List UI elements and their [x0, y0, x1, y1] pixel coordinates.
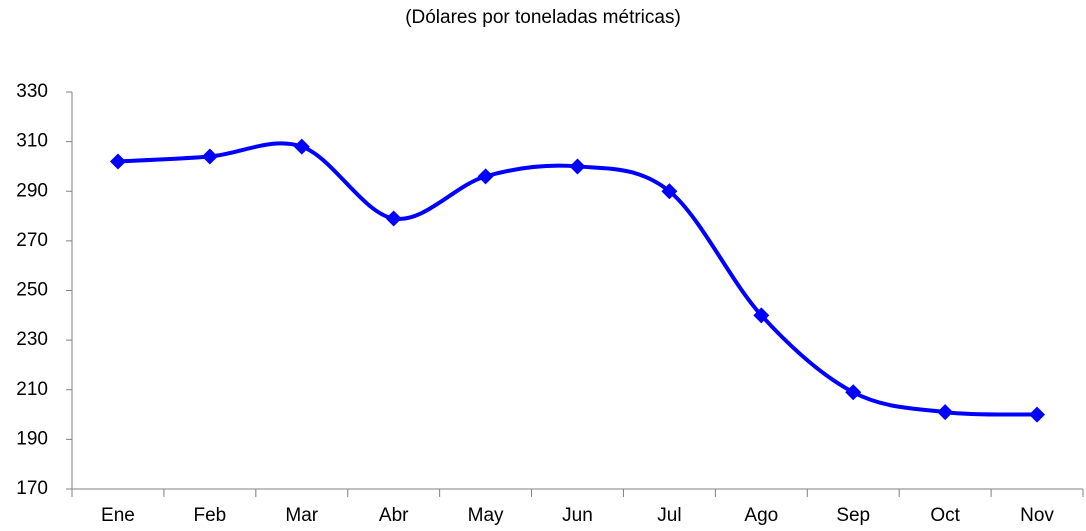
y-tick-label: 170	[16, 478, 48, 499]
x-tick-label: Ago	[744, 505, 778, 526]
y-tick-label: 310	[16, 131, 48, 152]
y-tick-label: 190	[16, 428, 48, 449]
x-tick-label: Jun	[562, 505, 593, 526]
x-tick-label: Mar	[285, 505, 318, 526]
marker	[109, 153, 126, 170]
x-tick-label: May	[468, 505, 504, 526]
x-tick-label: Abr	[379, 505, 409, 526]
x-tick-label: Nov	[1020, 505, 1054, 526]
x-tick-label: Jul	[657, 505, 681, 526]
chart-subtitle: (Dólares por toneladas métricas)	[405, 7, 681, 28]
y-tick-label: 210	[16, 379, 48, 400]
line	[117, 141, 1038, 417]
marker	[937, 404, 954, 421]
marker	[753, 307, 770, 324]
marker	[1029, 406, 1046, 423]
y-tick-label: 250	[16, 280, 48, 301]
x-tick-label: Oct	[930, 505, 960, 526]
marker	[293, 138, 310, 155]
marker	[661, 183, 678, 200]
marker	[201, 148, 218, 165]
x-tick-label: Sep	[836, 505, 870, 526]
marker	[569, 158, 586, 175]
y-tick-label: 230	[16, 329, 48, 350]
y-tick-label: 270	[16, 230, 48, 251]
y-tick-label: 330	[16, 81, 48, 102]
marker	[477, 168, 494, 185]
x-tick-label: Feb	[193, 505, 226, 526]
x-tick-label: Ene	[101, 505, 135, 526]
marker	[385, 210, 402, 227]
y-tick-label: 290	[16, 180, 48, 201]
marker	[845, 384, 862, 401]
